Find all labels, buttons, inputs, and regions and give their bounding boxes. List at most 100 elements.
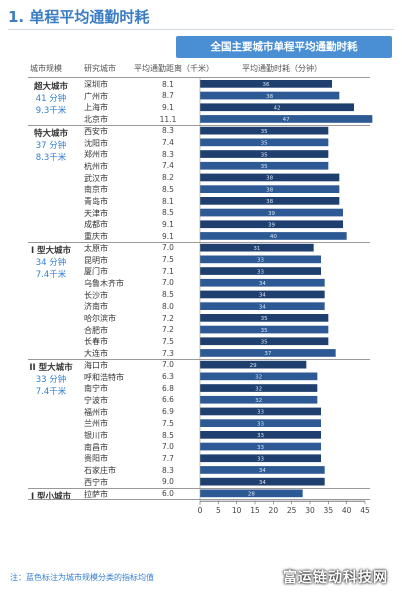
distance-value: 7.1 (162, 266, 174, 276)
bar-value-label: 33 (257, 269, 264, 275)
bar-value-label: 31 (253, 246, 260, 252)
bar-value-label: 33 (257, 433, 264, 439)
distance-value: 7.7 (162, 453, 174, 463)
time-bar (200, 243, 314, 252)
distance-value: 9.1 (162, 231, 174, 241)
distance-value: 8.5 (162, 184, 174, 194)
time-bar (200, 407, 321, 416)
city-class-avg-distance: 8.3千米 (35, 152, 67, 163)
time-bar (200, 454, 321, 463)
x-tick-label: 40 (342, 506, 352, 515)
bar-value-label: 34 (259, 293, 266, 299)
city-class-block: 特大城市 37 分钟 8.3千米 (24, 127, 78, 163)
time-bar (200, 161, 329, 170)
distance-value: 6.0 (162, 489, 174, 498)
bar-value-label: 35 (261, 152, 268, 158)
x-tick-label: 5 (216, 506, 221, 515)
distance-value: 11.1 (159, 114, 177, 124)
time-bar (200, 395, 318, 404)
group-divider (28, 499, 370, 501)
header-distance: 平均通勤距离（千米） (134, 64, 214, 73)
bar-value-label: 38 (266, 94, 273, 100)
bar-value-label: 35 (261, 141, 268, 147)
distance-value: 8.5 (162, 290, 174, 300)
city-class-block: 超大城市 41 分钟 9.3千米 (24, 80, 78, 116)
time-bar (200, 466, 325, 474)
city-label: 广州市 (84, 91, 108, 101)
bar-value-label: 32 (255, 398, 262, 404)
city-label: 南昌市 (84, 442, 108, 452)
time-bar (200, 489, 303, 498)
city-class-avg-distance: 9.3千米 (35, 106, 67, 116)
distance-value: 7.2 (162, 313, 174, 323)
group-divider (28, 358, 370, 360)
x-tick-label: 30 (305, 506, 315, 515)
time-bar (200, 442, 321, 451)
bar-value-label: 40 (270, 234, 277, 240)
distance-value: 9.0 (162, 477, 174, 487)
city-class-avg-distance: 7.4千米 (35, 269, 67, 280)
time-bar (200, 138, 329, 147)
distance-value: 7.0 (162, 442, 174, 452)
group-divider (28, 487, 370, 489)
distance-value: 8.3 (162, 465, 174, 475)
x-tick-label: 35 (324, 506, 334, 515)
distance-value: 7.4 (162, 161, 174, 171)
time-bar (200, 384, 318, 392)
x-tick-label: 0 (198, 506, 203, 515)
header-city-class: 城市规模 (30, 64, 62, 73)
time-bar (200, 173, 340, 182)
time-bar (200, 290, 325, 299)
city-label: 重庆市 (84, 232, 108, 242)
city-label: 杭州市 (84, 161, 108, 171)
time-bar (200, 185, 340, 193)
time-bar (200, 325, 329, 334)
x-tick-label: 10 (232, 506, 242, 515)
bar-value-label: 34 (259, 468, 266, 474)
distance-value: 8.3 (162, 149, 174, 159)
bar-value-label: 35 (261, 316, 268, 322)
bar-value-label: 42 (274, 105, 281, 111)
distance-value: 8.5 (162, 430, 174, 440)
city-label: 青岛市 (84, 197, 108, 206)
city-label: 大连市 (84, 349, 108, 359)
time-bar (200, 208, 343, 217)
x-tick-label: 15 (250, 506, 260, 515)
bar-value-label: 32 (255, 386, 262, 392)
city-label: 福州市 (84, 407, 108, 417)
watermark: 富运链动科技网 (283, 570, 388, 586)
city-label: 深圳市 (84, 80, 108, 89)
distance-value: 8.3 (162, 126, 174, 136)
heading-divider (8, 29, 394, 30)
distance-value: 7.2 (162, 325, 174, 335)
time-bar (200, 337, 329, 346)
city-class-block: II 型大城市 33 分钟 7.4千米 (24, 361, 78, 397)
time-bar (200, 419, 321, 427)
header-time: 平均通勤时耗（分钟） (242, 64, 322, 73)
section-heading: 1. 单程平均通勤时耗 (8, 8, 150, 26)
distance-value: 7.4 (162, 138, 174, 147)
bar-value-label: 35 (261, 339, 268, 345)
bar-value-label: 39 (268, 222, 275, 228)
footnote: 注：蓝色标注为城市规模分类的指标均值 (10, 573, 154, 582)
time-bar (200, 267, 321, 275)
time-bar (200, 349, 336, 357)
city-class-name: I 型大城市 (30, 245, 72, 256)
city-class-avg-time: 34 分钟 (35, 257, 67, 268)
bar-value-label: 38 (266, 176, 273, 182)
city-class-avg-time: 37 分钟 (35, 140, 67, 151)
bar-value-label: 33 (257, 421, 264, 427)
distance-value: 7.0 (162, 278, 174, 288)
time-bar (200, 302, 325, 310)
distance-value: 8.5 (162, 208, 174, 218)
time-bar (200, 477, 325, 486)
city-label: 沈阳市 (84, 138, 108, 148)
city-class-block: I 型大城市 34 分钟 7.4千米 (24, 244, 78, 280)
bar-value-label: 29 (250, 363, 257, 369)
bar-value-label: 34 (259, 480, 266, 486)
distance-value: 8.1 (162, 79, 174, 89)
city-label: 成都市 (84, 220, 108, 230)
city-class-name: 超大城市 (33, 82, 68, 92)
group-divider (28, 124, 370, 126)
x-tick-label: 20 (269, 506, 279, 515)
